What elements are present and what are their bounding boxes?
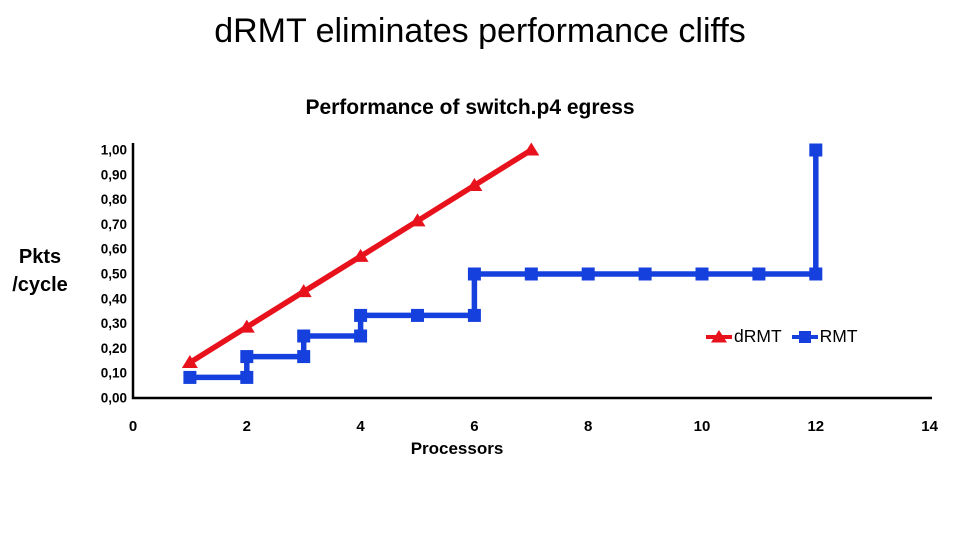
y-tick-label: 1,00	[101, 143, 127, 158]
square-marker	[809, 267, 823, 281]
y-tick-label: 0,80	[101, 192, 127, 207]
square-marker	[354, 329, 368, 343]
y-tick-label: 0,60	[101, 242, 127, 257]
triangle-marker	[181, 355, 198, 369]
chart-title: Performance of switch.p4 egress	[305, 96, 635, 119]
triangle-marker	[523, 142, 540, 156]
y-axis-title-line2: /cycle	[12, 274, 68, 296]
triangle-marker	[409, 213, 426, 227]
square-marker	[695, 267, 709, 281]
triangle-marker	[295, 284, 312, 298]
square-marker	[467, 267, 481, 281]
y-tick-label: 0,00	[101, 391, 127, 406]
chart-legend: dRMT RMT	[706, 326, 858, 347]
x-tick-label: 12	[807, 418, 824, 435]
y-tick-label: 0,90	[101, 167, 127, 182]
legend-label-drmt: dRMT	[734, 326, 782, 346]
x-axis-title: Processors	[410, 439, 504, 458]
y-tick-label: 0,30	[101, 316, 127, 331]
legend-entry-rmt: RMT	[791, 326, 858, 347]
x-tick-label: 4	[356, 418, 365, 435]
square-marker	[638, 267, 652, 281]
square-marker	[240, 350, 254, 364]
y-tick-label: 0,20	[101, 341, 127, 356]
legend-entry-drmt: dRMT	[706, 326, 782, 347]
triangle-marker	[238, 319, 255, 333]
x-tick-label: 14	[921, 418, 938, 435]
square-marker	[297, 350, 311, 364]
x-tick-label: 10	[694, 418, 711, 435]
y-tick-label: 0,10	[101, 366, 127, 381]
slide-title: dRMT eliminates performance cliffs	[214, 12, 746, 50]
square-marker	[467, 308, 481, 322]
axes-lines	[131, 143, 932, 400]
y-axis-title-line1: Pkts	[18, 246, 62, 268]
square-marker	[354, 308, 368, 322]
legend-label-rmt: RMT	[819, 326, 858, 346]
square-marker	[183, 370, 197, 384]
triangle-marker	[466, 177, 483, 191]
square-marker	[809, 143, 823, 157]
triangle-legend-icon	[706, 329, 732, 342]
triangle-marker	[352, 248, 369, 262]
y-tick-label: 0,70	[101, 217, 127, 232]
square-marker	[524, 267, 538, 281]
y-tick-label: 0,40	[101, 291, 127, 306]
square-marker	[240, 370, 254, 384]
y-tick-label: 0,50	[101, 267, 127, 282]
square-marker	[581, 267, 595, 281]
square-marker	[752, 267, 766, 281]
square-marker	[297, 329, 311, 343]
x-tick-label: 2	[243, 418, 251, 435]
square-legend-icon	[791, 330, 818, 343]
y-axis-title: Pkts /cycle	[0, 243, 80, 299]
x-tick-label: 0	[129, 418, 137, 435]
x-tick-label: 8	[584, 418, 592, 435]
x-tick-label: 6	[470, 418, 478, 435]
square-marker	[411, 308, 424, 322]
